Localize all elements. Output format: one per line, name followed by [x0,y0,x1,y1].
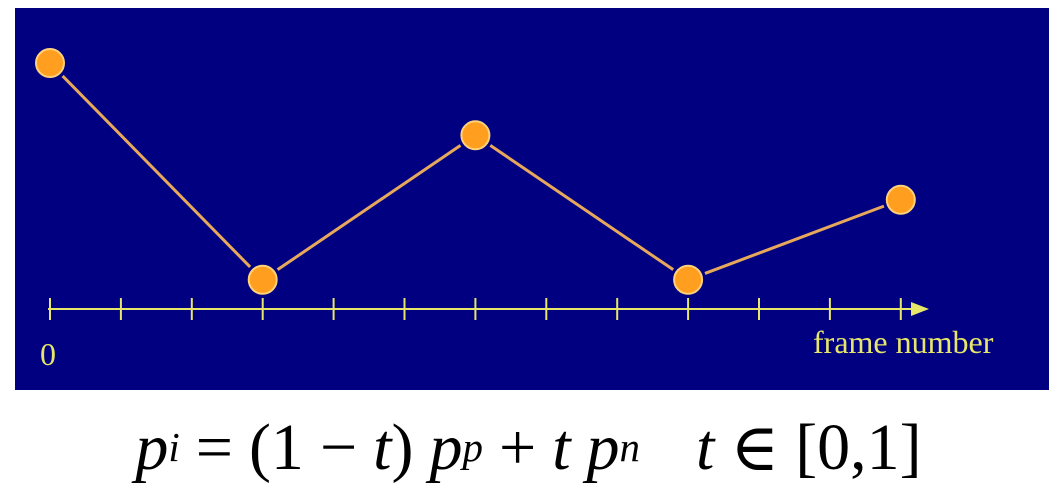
formula-t1: t [373,411,392,484]
axis-arrowhead [911,302,929,316]
interpolation-segment [489,144,675,271]
diagram-panel: 0 frame number [15,8,1049,390]
keyframe-points [35,48,916,295]
interpolation-segment [704,204,885,275]
interpolation-segment [276,144,462,271]
formula-plus: + [498,411,537,484]
formula-lhs-var: p [135,411,169,484]
axis-origin-label: 0 [40,336,56,372]
interpolation-segments [61,74,885,275]
interpolation-segment [61,74,252,268]
formula-minus: − [319,411,358,484]
frame-axis [48,298,929,320]
formula-p-prev: p [429,411,463,484]
formula-t2: t [552,411,571,484]
keyframe-point [35,48,65,79]
keyframe-point [460,120,491,151]
formula-p-next: p [586,411,620,484]
formula-equals: = [195,411,233,484]
formula-range: [0,1] [795,411,922,484]
formula-close-paren: ) [391,411,414,484]
formula-open-paren: (1 [248,411,304,484]
formula-element-of: ∈ [730,412,780,485]
axis-ticks [49,298,902,320]
keyframe-diagram: 0 frame number [35,48,994,372]
keyframe-point [885,184,916,215]
formula-t3: t [695,411,715,484]
axis-label: frame number [813,324,994,360]
keyframe-point [673,264,704,295]
keyframe-point [247,264,278,295]
